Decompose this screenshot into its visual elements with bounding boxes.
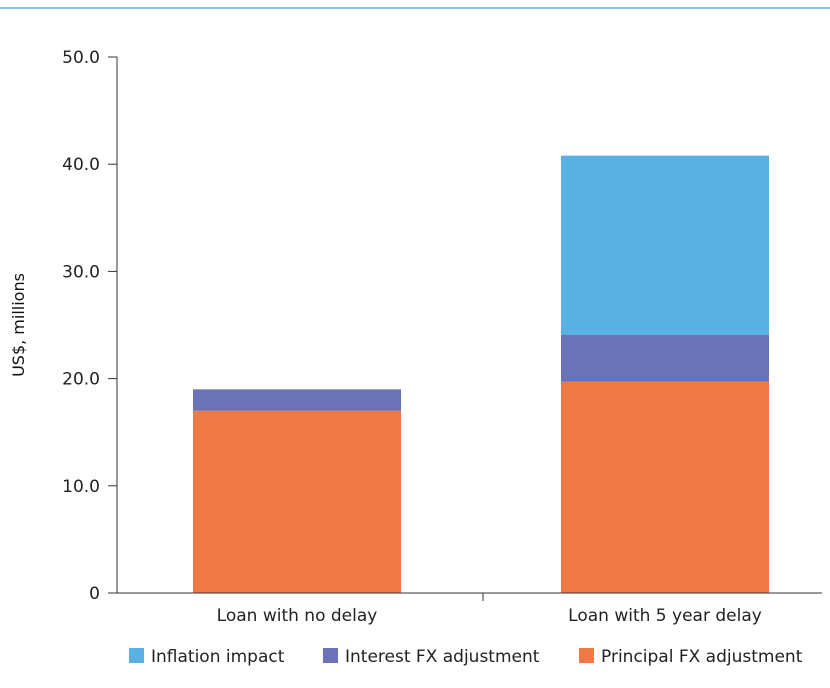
legend-swatch xyxy=(323,648,338,663)
bar-segment-principal-fx-adjustment xyxy=(561,381,769,593)
x-category-label: Loan with no delay xyxy=(217,606,378,626)
legend-swatch xyxy=(579,648,594,663)
legend: Inflation impact Interest FX adjustment Pr… xyxy=(129,647,803,667)
y-tick-label: 30.0 xyxy=(62,262,100,282)
legend-swatch xyxy=(129,648,144,663)
bar-segment-interest-fx-adjustment xyxy=(193,389,401,411)
legend-label: Principal FX adjustment xyxy=(601,647,803,667)
bar-segment-inflation-impact xyxy=(561,155,769,335)
y-tick-label: 20.0 xyxy=(62,370,100,390)
bar-segment-interest-fx-adjustment xyxy=(561,334,769,382)
y-ticks-group: 0 10.0 20.0 30.0 40.0 50.0 xyxy=(62,48,117,604)
legend-label: Interest FX adjustment xyxy=(345,647,540,667)
y-tick-label: 40.0 xyxy=(62,155,100,175)
x-categories-group: Loan with no delay Loan with 5 year delay xyxy=(217,593,762,626)
y-axis-title: US$, millions xyxy=(9,273,28,377)
bar-segment-principal-fx-adjustment xyxy=(193,410,401,593)
y-tick-label: 0 xyxy=(89,584,100,604)
bars-group xyxy=(193,155,769,593)
legend-label: Inflation impact xyxy=(151,647,285,667)
y-tick-label: 10.0 xyxy=(62,477,100,497)
y-tick-label: 50.0 xyxy=(62,48,100,68)
x-category-label: Loan with 5 year delay xyxy=(568,606,762,626)
